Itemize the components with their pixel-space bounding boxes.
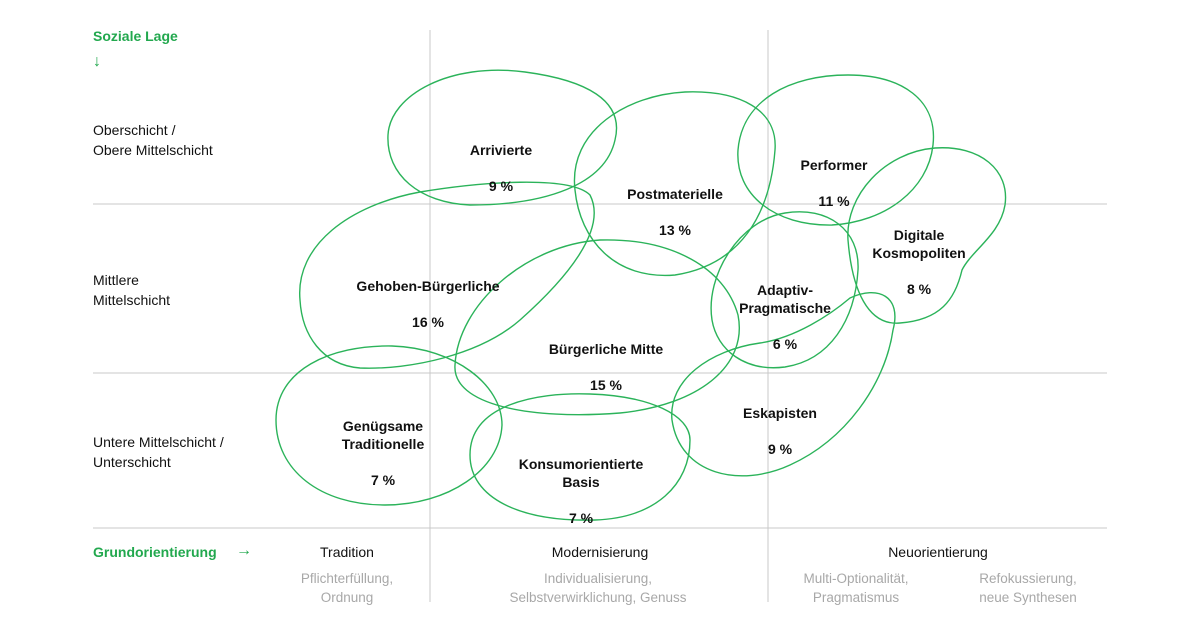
arrow-right-icon: → bbox=[236, 542, 252, 559]
milieu-name: Arrivierte bbox=[469, 142, 533, 158]
milieu-shape-performer bbox=[737, 74, 935, 226]
milieu-shape-postmaterielle bbox=[573, 91, 776, 277]
milieu-share: 9 % bbox=[488, 178, 514, 194]
milieu-shape-eskapisten bbox=[671, 292, 896, 477]
milieu-shape-konsumorientierte-basis bbox=[469, 393, 691, 521]
milieu-shape-buergerliche-mitte bbox=[454, 239, 740, 416]
row-label-mittlere: Mittlere Mittelschicht bbox=[93, 272, 171, 308]
column-title-tradition: Tradition bbox=[320, 544, 374, 560]
milieu-label-genuegsame-traditionelle: Genügsame Traditionelle 7 % bbox=[342, 399, 424, 489]
milieu-label-adaptiv-pragmatische: Adaptiv- Pragmatische 6 % bbox=[739, 263, 831, 353]
milieu-label-performer: Performer 11 % bbox=[801, 138, 868, 210]
milieu-label-digitale-kosmopoliten: Digitale Kosmopoliten 8 % bbox=[872, 208, 965, 298]
row-label-oberschicht: Oberschicht / Obere Mittelschicht bbox=[93, 122, 213, 158]
milieu-share: 7 % bbox=[568, 510, 594, 526]
milieu-share: 13 % bbox=[659, 222, 691, 238]
milieu-name: Bürgerliche Mitte bbox=[548, 341, 664, 357]
milieu-share: 16 % bbox=[412, 314, 444, 330]
milieu-shape-digitale-kosmopoliten bbox=[847, 147, 1007, 324]
milieu-label-gehoben-buergerliche: Gehoben-Bürgerliche 16 % bbox=[356, 259, 499, 331]
column-subtitle-tradition: Pflichterfüllung, Ordnung bbox=[300, 571, 394, 605]
milieu-share: 6 % bbox=[772, 336, 798, 352]
milieu-label-buergerliche-mitte: Bürgerliche Mitte 15 % bbox=[549, 322, 663, 394]
column-title-modernisierung: Modernisierung bbox=[551, 544, 649, 560]
milieu-name: Adaptiv- Pragmatische bbox=[739, 282, 831, 316]
milieu-shape-genuegsame-traditionelle bbox=[275, 345, 503, 506]
column-subtitle-neuorientierung-1: Multi-Optionalität, Pragmatismus bbox=[803, 571, 909, 605]
milieu-shape-adaptiv-pragmatische bbox=[710, 211, 859, 369]
milieu-name: Genügsame Traditionelle bbox=[341, 418, 425, 452]
milieu-label-konsumorientierte-basis: Konsumorientierte Basis 7 % bbox=[519, 437, 643, 527]
milieu-label-postmaterielle: Postmaterielle 13 % bbox=[627, 167, 723, 239]
milieu-name: Performer bbox=[800, 157, 868, 173]
milieu-label-eskapisten: Eskapisten 9 % bbox=[743, 386, 817, 458]
milieu-name: Eskapisten bbox=[743, 405, 817, 421]
milieu-label-arrivierte: Arrivierte 9 % bbox=[470, 123, 532, 195]
milieu-name: Gehoben-Bürgerliche bbox=[356, 278, 500, 294]
column-subtitle-modernisierung: Individualisierung, Selbstverwirklichung… bbox=[509, 571, 687, 605]
milieu-share: 8 % bbox=[906, 281, 932, 297]
milieu-share: 9 % bbox=[767, 441, 793, 457]
milieu-share: 11 % bbox=[818, 193, 850, 209]
column-title-neuorientierung: Neuorientierung bbox=[888, 544, 988, 560]
column-subtitle-neuorientierung-2: Refokussierung, neue Synthesen bbox=[979, 571, 1077, 605]
milieu-shape-arrivierte bbox=[387, 69, 618, 206]
milieu-share: 7 % bbox=[370, 472, 396, 488]
x-axis-label: Grundorientierung bbox=[93, 544, 217, 560]
row-label-untere: Untere Mittelschicht / Unterschicht bbox=[93, 434, 224, 470]
milieu-shape-gehoben-buergerliche bbox=[299, 181, 595, 369]
milieu-share: 15 % bbox=[590, 377, 622, 393]
milieu-name: Digitale Kosmopoliten bbox=[872, 227, 966, 261]
milieu-name: Postmaterielle bbox=[627, 186, 723, 202]
arrow-down-icon: ↓ bbox=[93, 53, 101, 70]
milieu-name: Konsumorientierte Basis bbox=[518, 456, 644, 490]
y-axis-label: Soziale Lage bbox=[93, 28, 178, 44]
